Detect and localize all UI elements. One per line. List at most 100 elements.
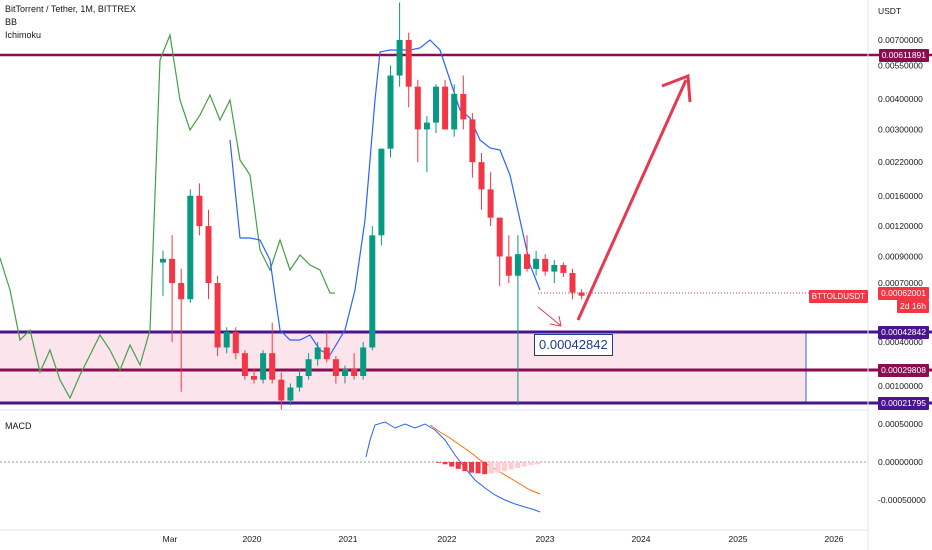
level-tag-upper: 0.00042842 [878,326,929,339]
macd-bar [521,462,527,467]
candle[interactable] [442,79,449,130]
time-tick-label: Mar [163,534,178,544]
time-tick-label: 2022 [438,534,457,544]
time-tick-label: 2023 [536,534,555,544]
price-tick-label: 0.00400000 [878,94,923,104]
ichimoku-line [0,32,335,400]
candle[interactable] [314,342,321,366]
price-axis-ticks[interactable]: 0.00700000 0.00550000 0.00400000 0.00300000… [878,35,923,405]
candle[interactable] [232,327,239,360]
macd-label[interactable]: MACD [5,421,32,431]
time-tick-label: 2021 [339,534,358,544]
candle[interactable] [460,75,467,130]
macd-bar [455,462,461,469]
candle[interactable] [433,84,439,133]
macd-bar [495,462,501,473]
level-tag-top: 0.00611891 [878,49,929,62]
price-tick-label: 0.00040000 [878,337,923,347]
macd-bar [535,462,540,465]
candle[interactable] [578,289,585,300]
time-tick-label: 2024 [632,534,651,544]
price-axis-unit: USDT [878,6,901,16]
candle[interactable] [514,235,521,406]
candle[interactable] [205,209,212,300]
candle[interactable] [360,342,367,380]
signal-line [429,424,541,495]
current-price-tag: 0.00062001 [878,287,929,300]
macd-bar [515,462,521,469]
candle[interactable] [223,327,230,354]
candle[interactable] [178,268,185,392]
time-tick-label: 2026 [825,534,844,544]
candle[interactable] [487,172,494,227]
candle[interactable] [369,226,376,351]
macd-bar [502,462,507,472]
symbol-tag: BTTOLDUSDT [808,290,868,303]
candle[interactable] [351,353,358,380]
candle[interactable] [196,183,203,236]
chart-title[interactable]: BitTorrent / Tether, 1M, BITTREX [5,4,136,14]
candle[interactable] [187,189,194,303]
bollinger-line [229,39,541,356]
candle[interactable] [342,365,348,384]
candle[interactable] [251,368,257,384]
time-axis-ticks[interactable]: Mar 2020 2021 2022 2023 2024 2025 2026 [163,534,844,544]
projection-arrow [576,73,692,321]
candle[interactable] [287,383,294,406]
candle[interactable] [214,275,221,357]
time-tick-label: 2020 [243,534,262,544]
candle[interactable] [160,250,166,296]
candle[interactable] [451,84,458,137]
candle[interactable] [551,260,558,283]
macd-bar [482,462,488,475]
candle[interactable] [396,2,403,87]
candle[interactable] [496,217,503,287]
candle[interactable] [269,322,276,384]
price-tick-label: 0.00550000 [878,60,923,70]
macd-line [365,421,541,513]
candle[interactable] [478,152,485,210]
macd-bar [528,462,534,466]
candle[interactable] [278,372,285,411]
candle[interactable] [305,353,312,380]
macd-bar [475,462,481,474]
macd-tick-label: -0.00050000 [878,495,926,505]
candle[interactable] [533,250,540,276]
candle[interactable] [260,350,267,384]
target-price-callout[interactable]: 0.00042842 [534,334,613,356]
price-tick-label: 0.00220000 [878,157,923,167]
level-tag-mid: 0.00029808 [878,364,929,377]
macd-bar [508,462,514,470]
candle[interactable] [169,235,176,343]
candle[interactable] [378,148,385,246]
small-arrow [537,306,562,327]
countdown-tag: 2d 16h [897,300,929,313]
candle[interactable] [332,356,339,384]
macd-bar [449,462,455,467]
support-zone [0,332,806,403]
indicator-ichimoku[interactable]: Ichimoku [5,30,42,40]
indicator-bb[interactable]: BB [5,17,18,27]
candle[interactable] [542,254,549,276]
candle[interactable] [405,32,412,108]
candle[interactable] [560,262,567,278]
macd-bar [462,462,468,472]
candle[interactable] [241,350,248,380]
level-tag-bottom: 0.00021795 [878,397,929,410]
candle[interactable] [505,235,512,283]
candle[interactable] [323,331,330,363]
candle[interactable] [423,116,430,173]
macd-axis-ticks[interactable]: 0.00100000 0.00050000 0.00000000 -0.0005000… [878,381,926,505]
macd-bar [436,462,441,463]
candle[interactable] [469,113,476,178]
macd-bar [469,462,474,473]
price-tick-label: 0.00090000 [878,251,923,261]
candles-group [160,2,585,411]
candle[interactable] [296,368,303,392]
price-tick-label: 0.00700000 [878,35,923,45]
candle[interactable] [569,268,576,300]
candle[interactable] [414,79,421,163]
candle[interactable] [387,65,394,158]
candle[interactable] [524,235,530,272]
